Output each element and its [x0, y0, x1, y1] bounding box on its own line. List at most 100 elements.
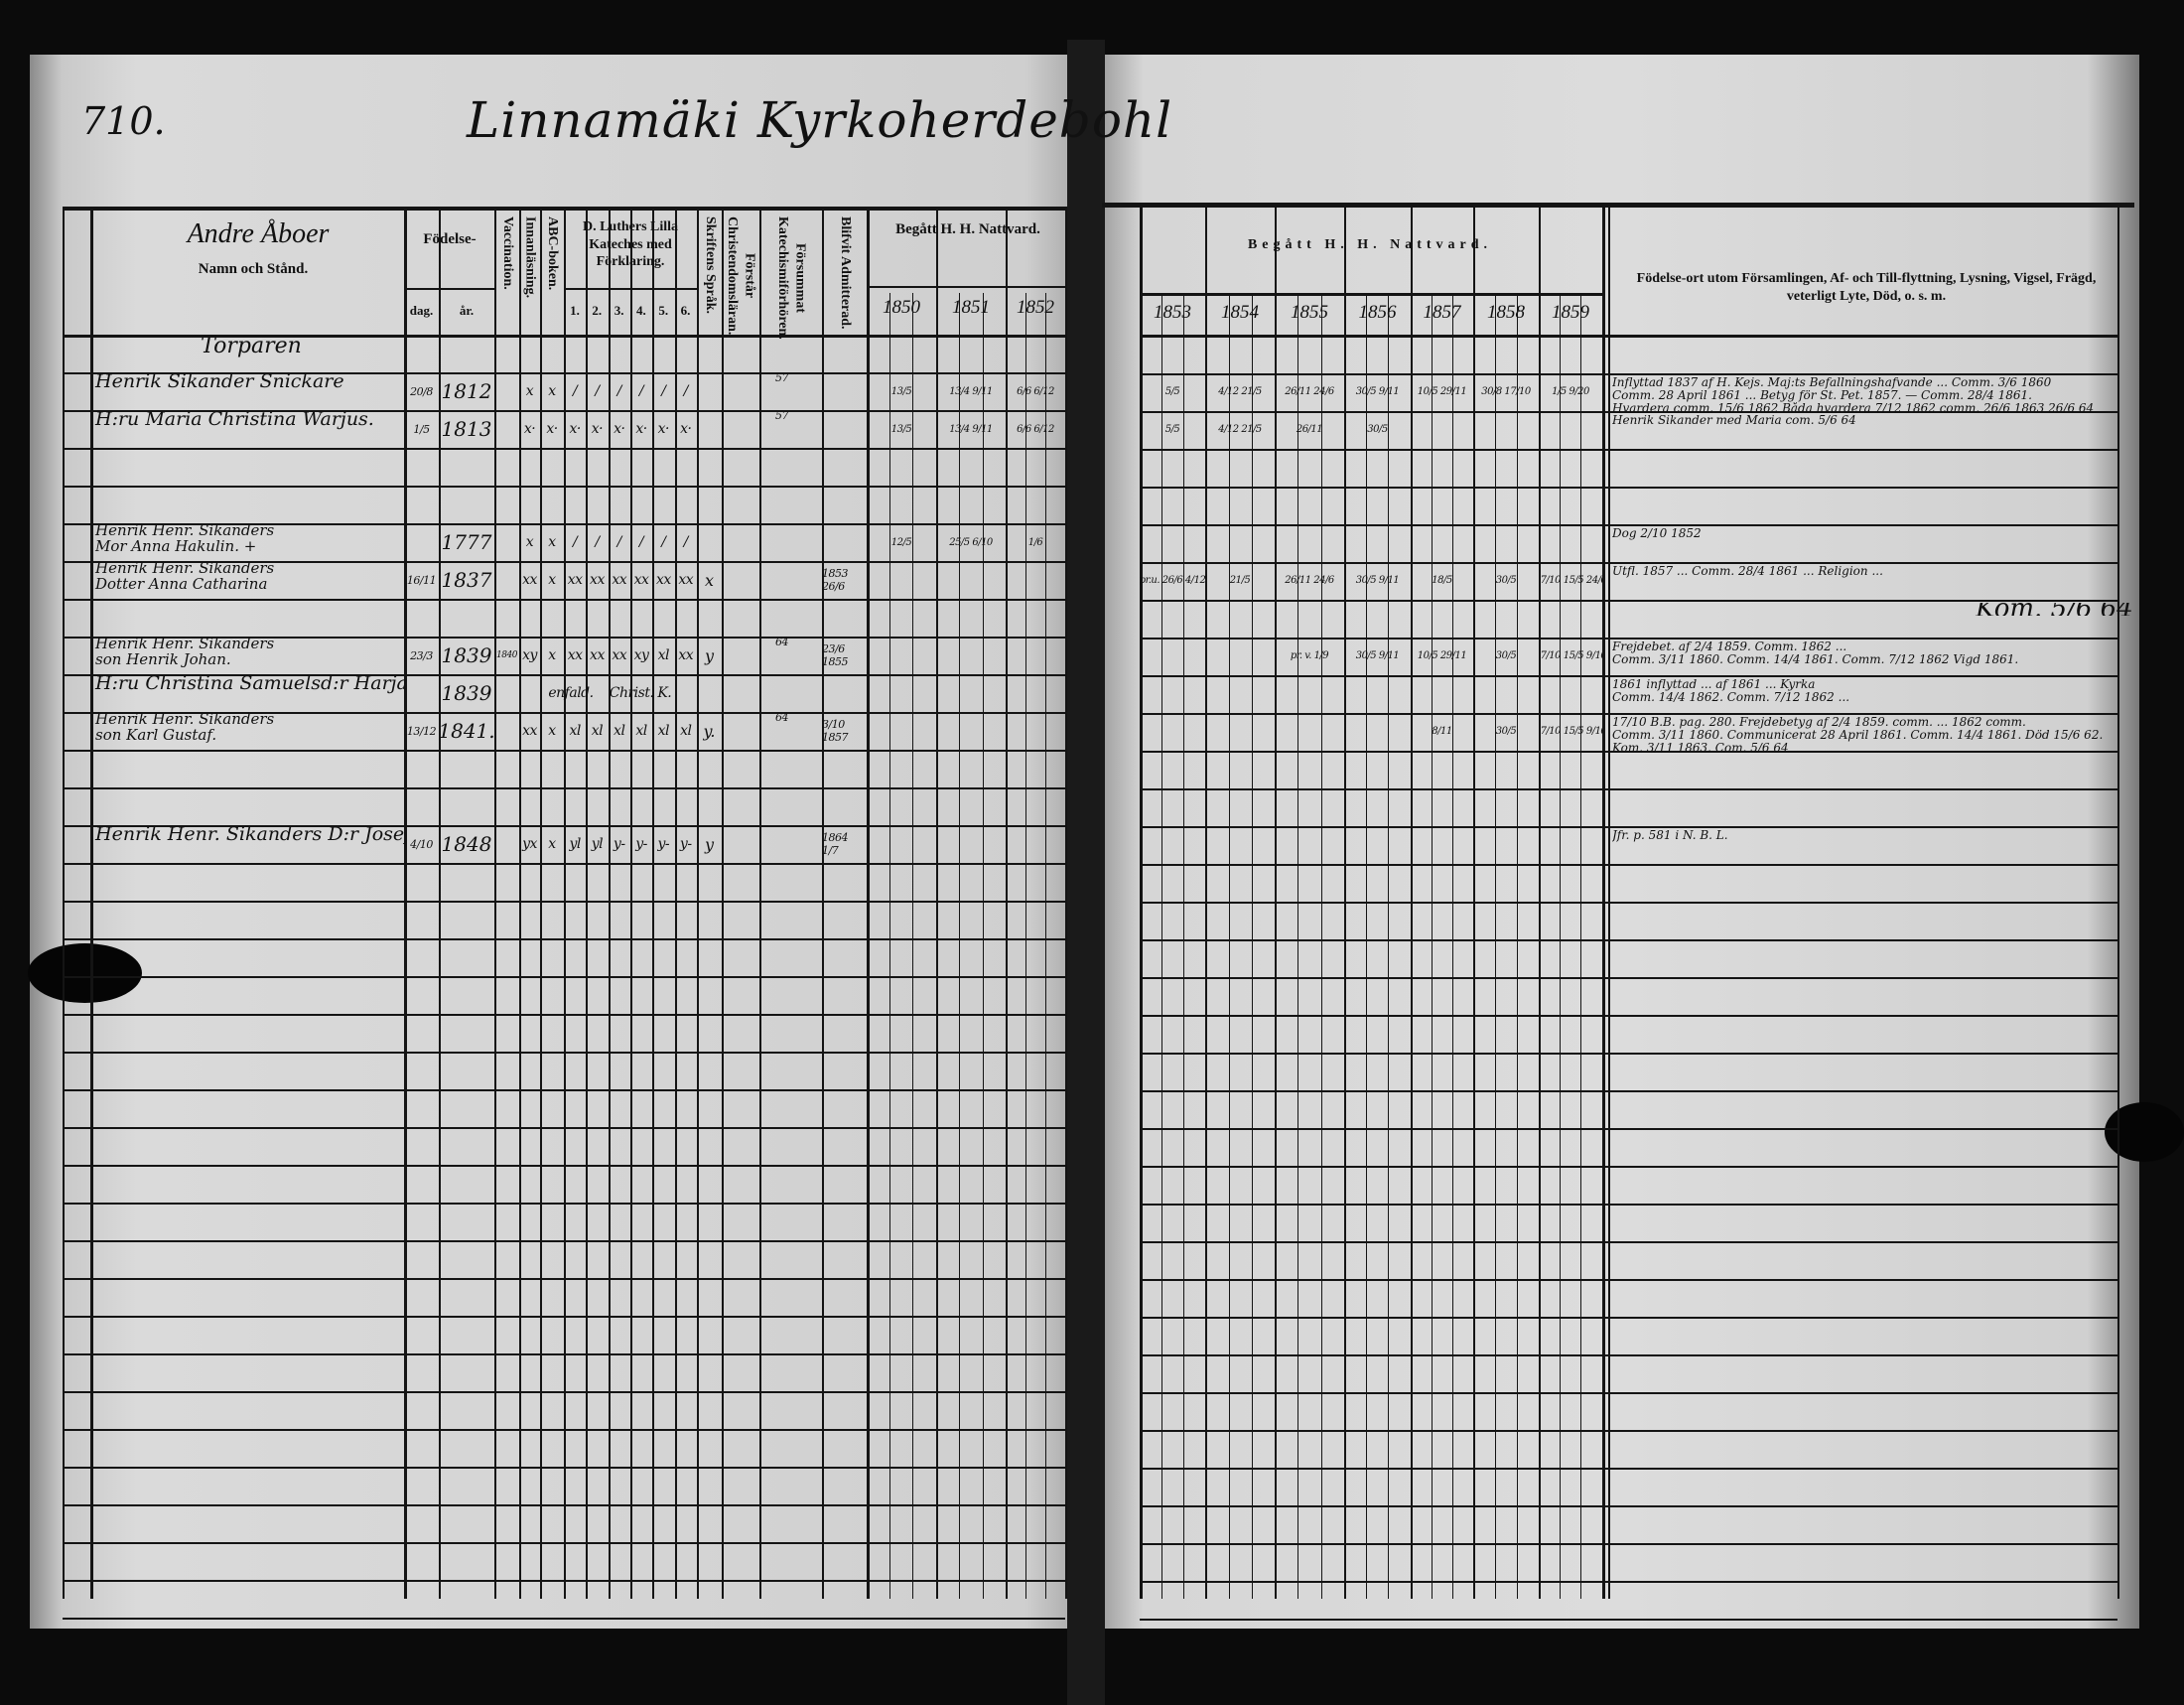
row-rule	[1140, 1317, 2117, 1319]
header-rule	[867, 286, 1065, 288]
year-header: 1857	[1423, 302, 1461, 323]
header-rule	[1102, 203, 2134, 208]
column-rule	[959, 293, 960, 1599]
communion-date: 1/6	[1027, 536, 1043, 548]
communion-date: 30/5	[1367, 423, 1388, 435]
row-rule	[1140, 713, 2117, 715]
column-rule	[1344, 204, 1346, 1599]
name-line: Torparen	[201, 335, 302, 358]
person-name: Henrik Sikander Snickare	[91, 372, 407, 410]
name-line: Henrik Henr. Sikanders D:r Josefina.	[95, 825, 407, 845]
catechism-part-header: 5.	[658, 303, 669, 318]
catechism-note: enfald.	[548, 685, 594, 701]
catechism-mark: /	[595, 383, 600, 399]
row-rule	[1140, 1090, 2117, 1092]
doctrine-mark	[722, 637, 759, 674]
communion-date: 8/11	[1432, 725, 1452, 737]
row-rule	[63, 523, 1065, 525]
communion-date: 10/5 29/11	[1417, 385, 1467, 397]
catechism-part-header: 4.	[636, 303, 646, 318]
name-line: H:ru Christina Samuelsd:r Harja.	[95, 674, 407, 694]
row-rule	[1140, 826, 2117, 828]
catechism-mark: xl	[614, 723, 625, 739]
column-rule	[652, 209, 654, 1599]
missed-hearing: 64	[775, 635, 789, 648]
column-rule	[1539, 204, 1541, 1599]
row-rule	[63, 674, 1065, 676]
column-rule	[1495, 295, 1496, 1599]
catechism-mark: x	[548, 572, 556, 588]
communion-date: 12/5	[890, 536, 912, 548]
communion-date: 30/5 9/11	[1355, 649, 1400, 661]
column-rule	[1388, 295, 1389, 1599]
column-rule	[63, 209, 65, 1599]
column-rule	[1366, 295, 1367, 1599]
person-name: Henrik Henr. Sikanders Dotter Anna Cathar…	[91, 561, 407, 599]
communion-date: 4/12 21/5	[1218, 423, 1262, 435]
catechism-part-header: 3.	[614, 303, 624, 318]
communion-date: 13/5	[890, 423, 912, 435]
catechism-note: Christ. K.	[609, 685, 672, 701]
year-header: 1852	[1017, 297, 1054, 318]
row-rule	[63, 335, 1065, 338]
row-rule	[1140, 411, 2117, 413]
birth-year: 1839	[441, 643, 492, 667]
communion-date: 30/5 9/11	[1355, 574, 1400, 586]
column-rule	[1025, 293, 1026, 1599]
communion-date: 30/5	[1495, 725, 1517, 737]
column-rule	[1297, 295, 1298, 1599]
row-rule	[1140, 562, 2117, 564]
communion-date: 1/5 9/20	[1552, 385, 1589, 397]
scripture-mark: y.	[703, 721, 716, 741]
row-rule	[1140, 1581, 2117, 1583]
communion-date: 13/4 9/11	[949, 423, 993, 435]
vaccination	[494, 372, 519, 410]
column-rule	[722, 209, 724, 1599]
communion-date	[1473, 410, 1539, 448]
catechism-mark: x·	[614, 421, 625, 437]
catechism-part-header: 2.	[592, 303, 603, 318]
row-rule	[1140, 1053, 2117, 1055]
catechism-mark: /	[595, 534, 600, 550]
page-title: Linnamäki Kyrkoherdebohl	[467, 91, 1173, 149]
person-name	[91, 448, 407, 486]
vaccination	[494, 410, 519, 448]
vaccination: 1840	[496, 650, 517, 660]
communion-date: 25/5 6/10	[949, 536, 993, 548]
row-rule	[1140, 1354, 2117, 1356]
column-rule	[439, 209, 441, 1599]
name-line: Henrik Sikander Snickare	[95, 372, 344, 392]
catechism-mark: x·	[657, 421, 670, 437]
communion-date: 30/5	[1495, 574, 1517, 586]
doctrine-mark	[722, 674, 759, 712]
doctrine-mark	[722, 825, 759, 863]
admitted-date: 23/6 1855	[822, 642, 849, 668]
person-name: H:ru Maria Christina Warjus.	[91, 410, 407, 448]
column-rule	[1321, 295, 1322, 1599]
catechism-mark: /	[683, 534, 689, 550]
row-rule	[63, 448, 1065, 450]
catechism-mark: xl	[569, 723, 581, 739]
column-rule	[1252, 295, 1253, 1599]
remark-text: Frejdebet. af 2/4 1859. Comm. 1862 ...	[1612, 640, 1847, 653]
scripture-mark: x	[704, 570, 715, 590]
missed-header: Försummat Katechismiförhören.	[775, 216, 808, 340]
communion-date: 17/10 15/5 24/6	[1539, 574, 1602, 586]
catechism-mark: xx	[678, 572, 694, 588]
remark-text: Jfr. p. 581 i N. B. L.	[1612, 829, 1728, 842]
column-rule	[1183, 295, 1184, 1599]
vaccination	[494, 561, 519, 599]
catechism-mark: x	[525, 383, 534, 399]
catechism-mark: xl	[680, 723, 692, 739]
catechism-header: D. Luthers Lilla Kateches med Förklaring…	[582, 219, 679, 269]
catechism-mark: xy	[633, 647, 649, 663]
communion-date: 5/5	[1164, 385, 1180, 397]
row-rule	[63, 372, 1065, 374]
communion-header-right: Begått H. H. Nattvard.	[1247, 237, 1493, 252]
catechism-mark: xx	[655, 572, 671, 588]
catechism-mark: x	[548, 383, 556, 399]
birth-day: 20/8	[410, 384, 433, 398]
column-rule	[675, 209, 677, 1599]
row-rule	[63, 712, 1065, 714]
column-rule	[1205, 204, 1207, 1599]
